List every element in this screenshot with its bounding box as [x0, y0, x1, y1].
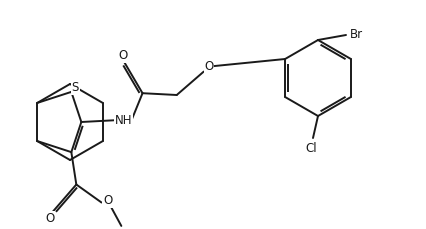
Text: NH: NH: [115, 114, 132, 127]
Text: S: S: [72, 81, 79, 94]
Text: O: O: [118, 49, 127, 62]
Text: O: O: [45, 212, 55, 225]
Text: Cl: Cl: [305, 142, 316, 155]
Text: O: O: [204, 60, 213, 73]
Text: O: O: [103, 194, 112, 207]
Text: Br: Br: [348, 27, 362, 41]
